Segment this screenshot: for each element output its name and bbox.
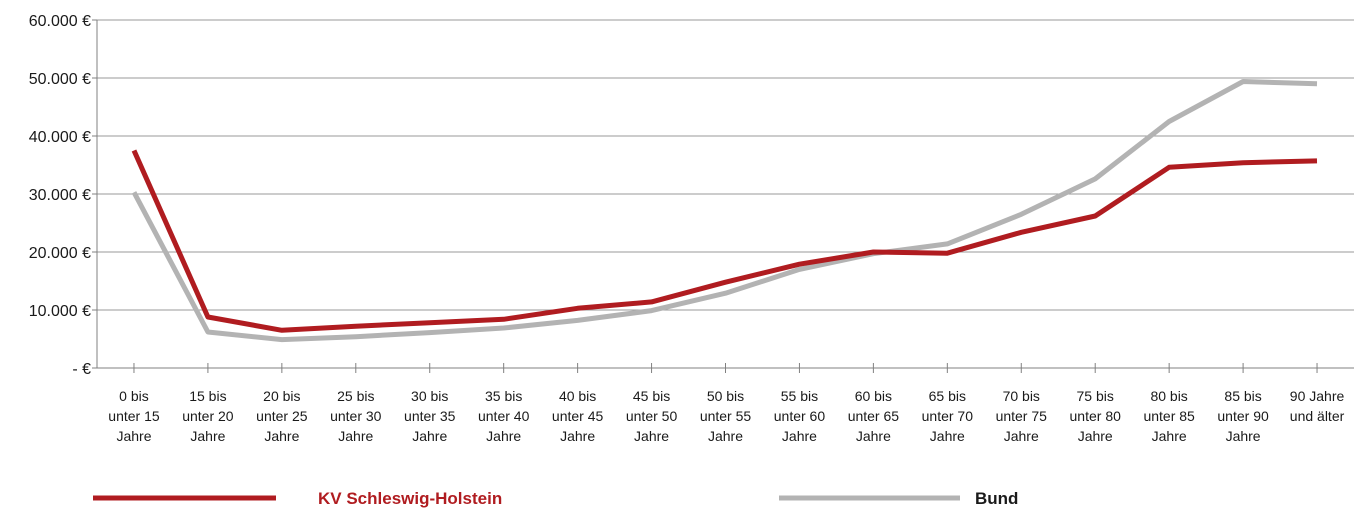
y-tick-label: 40.000 € <box>29 129 91 146</box>
legend: KV Schleswig-Holstein Bund <box>93 489 1018 508</box>
y-tick-label: 50.000 € <box>29 71 91 88</box>
x-tick-label: 35 bis unter 40 Jahre <box>478 388 530 444</box>
x-tick-label: 55 bis unter 60 Jahre <box>774 388 826 444</box>
x-tick-label: 45 bis unter 50 Jahre <box>626 388 678 444</box>
x-tick-label: 85 bis unter 90 Jahre <box>1217 388 1269 444</box>
x-tick-label: 30 bis unter 35 Jahre <box>404 388 456 444</box>
x-tick-label: 25 bis unter 30 Jahre <box>330 388 382 444</box>
series-line-0 <box>131 149 1318 333</box>
y-tick-label: 10.000 € <box>29 303 91 320</box>
gridlines <box>97 19 1354 311</box>
x-tick-label: 15 bis unter 20 Jahre <box>182 388 234 444</box>
y-tick-labels: - € 10.000 € 20.000 € 30.000 € 40.000 € 50.00… <box>29 13 91 378</box>
x-tick-label: 60 bis unter 65 Jahre <box>848 388 900 444</box>
y-tick-label: 60.000 € <box>29 13 91 30</box>
x-tick-label: 90 Jahre und älter <box>1290 388 1345 424</box>
x-tick-label: 80 bis unter 85 Jahre <box>1143 388 1195 444</box>
axes <box>92 19 1354 373</box>
x-tick-label: 65 bis unter 70 Jahre <box>922 388 974 444</box>
legend-label: KV Schleswig-Holstein <box>318 489 502 508</box>
x-tick-label: 20 bis unter 25 Jahre <box>256 388 308 444</box>
x-tick-label: 50 bis unter 55 Jahre <box>700 388 752 444</box>
x-tick-label: 40 bis unter 45 Jahre <box>552 388 604 444</box>
legend-label: Bund <box>975 489 1018 508</box>
y-tick-label: - € <box>72 361 91 378</box>
x-tick-labels: 0 bis unter 15 Jahre 15 bis unter 20 Jahre 20 … <box>108 388 1344 444</box>
x-tick-label: 70 bis unter 75 Jahre <box>996 388 1048 444</box>
y-tick-label: 20.000 € <box>29 245 91 262</box>
series-lines <box>131 79 1318 343</box>
series-line-1 <box>131 79 1318 343</box>
x-tick-label: 75 bis unter 80 Jahre <box>1070 388 1122 444</box>
x-tick-label: 0 bis unter 15 Jahre <box>108 388 160 444</box>
y-tick-label: 30.000 € <box>29 187 91 204</box>
